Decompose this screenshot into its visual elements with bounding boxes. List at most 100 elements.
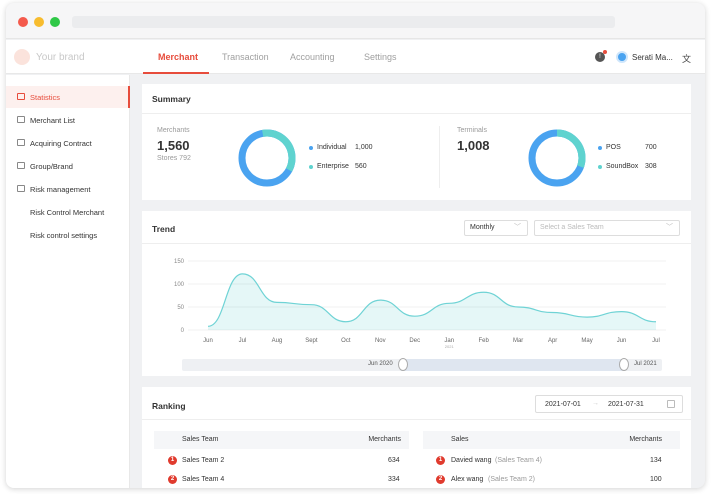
y-tick-label: 0 <box>181 328 185 334</box>
donut-enterprise-segment <box>238 129 296 187</box>
header-merchants: Merchants <box>368 436 401 443</box>
minimize-window-button[interactable] <box>34 17 44 27</box>
x-tick-label: Jun <box>203 338 213 344</box>
tab-merchant[interactable]: Merchant <box>158 52 199 62</box>
tab-settings[interactable]: Settings <box>364 52 397 62</box>
right-row-name: Davied wang <box>451 457 492 464</box>
date-range-picker[interactable]: 2021-07-01 → 2021-07-31 <box>535 395 683 413</box>
card-divider <box>142 419 691 420</box>
avatar[interactable] <box>616 51 628 63</box>
rank-badge: 1 <box>436 456 445 465</box>
range-end-label: Jul 2021 <box>634 361 657 367</box>
donut-soundbox-segment <box>528 129 586 187</box>
legend-individual-value: 1,000 <box>355 144 373 151</box>
group-icon <box>17 162 25 169</box>
right-row-value: 100 <box>650 476 662 483</box>
stores-count: Stores 792 <box>157 155 191 162</box>
username[interactable]: Serati Ma... <box>632 53 673 62</box>
sidebar-item-risk-control-settings[interactable]: Risk control settings <box>6 224 130 246</box>
legend-soundbox-value: 308 <box>645 163 657 170</box>
legend-soundbox-dot <box>598 165 602 169</box>
card-divider <box>142 243 691 244</box>
header-sales-team: Sales Team <box>182 436 219 443</box>
translate-icon[interactable]: 文 <box>682 54 692 64</box>
range-start-handle[interactable] <box>398 358 408 371</box>
sidebar-item-label: Statistics <box>30 93 61 102</box>
x-tick-label: Dec <box>409 338 420 344</box>
sidebar-item-label: Group/Brand <box>30 162 73 171</box>
sidebar-item-group-brand[interactable]: Group/Brand <box>6 155 130 177</box>
chevron-down-icon: ﹀ <box>514 224 521 231</box>
sidebar-item-risk-management[interactable]: Risk management <box>6 178 130 200</box>
active-tab-indicator <box>143 72 209 74</box>
x-tick-label: May <box>581 338 592 344</box>
x-tick-label: Aug <box>272 338 283 344</box>
merchants-donut-chart <box>238 129 296 187</box>
legend-pos-label: POS <box>606 144 621 151</box>
terminals-label: Terminals <box>457 127 487 134</box>
x-tick-label: Jan <box>444 338 454 344</box>
x-tick-label: Mar <box>513 338 523 344</box>
right-table-header: Sales Merchants <box>423 431 680 449</box>
rank-badge: 1 <box>168 456 177 465</box>
x-tick-label: Sept <box>305 338 318 344</box>
sidebar-item-statistics[interactable]: Statistics <box>6 86 130 108</box>
x-tick-sublabel: 2021 <box>445 344 455 349</box>
sidebar-item-acquiring-contract[interactable]: Acquiring Contract <box>6 132 130 154</box>
sidebar-item-merchant-list[interactable]: Merchant List <box>6 109 130 131</box>
right-row-value: 134 <box>650 457 662 464</box>
merchants-value: 1,560 <box>157 138 190 153</box>
list-icon <box>17 116 25 123</box>
legend-soundbox-label: SoundBox <box>606 163 639 170</box>
x-tick-label: Jun <box>617 338 627 344</box>
right-row-team: (Sales Team 2) <box>488 476 535 483</box>
header-sales: Sales <box>451 436 469 443</box>
date-end[interactable]: 2021-07-31 <box>608 401 644 408</box>
risk-icon <box>17 185 25 192</box>
y-tick-label: 100 <box>174 282 185 288</box>
legend-enterprise-dot <box>309 165 313 169</box>
left-row-value: 334 <box>388 476 400 483</box>
legend-enterprise-value: 560 <box>355 163 367 170</box>
tab-accounting[interactable]: Accounting <box>290 52 335 62</box>
header-merchants: Merchants <box>629 436 662 443</box>
period-select-value: Monthly <box>470 224 495 231</box>
x-tick-label: Jul <box>652 338 660 344</box>
trend-area-fill <box>208 273 656 330</box>
ranking-title: Ranking <box>152 401 186 411</box>
sidebar-item-label: Merchant List <box>30 116 76 125</box>
left-row-name: Sales Team 2 <box>182 457 225 464</box>
chevron-down-icon: ﹀ <box>666 224 673 231</box>
y-tick-label: 50 <box>177 305 184 311</box>
contract-icon <box>17 139 25 146</box>
sales-team-select[interactable]: Select a Sales Team ﹀ <box>534 220 680 236</box>
bell-icon[interactable]: ! <box>595 52 605 62</box>
range-end-handle[interactable] <box>619 358 629 371</box>
maximize-window-button[interactable] <box>50 17 60 27</box>
period-select[interactable]: Monthly ﹀ <box>464 220 528 236</box>
range-slider-selection <box>401 359 625 371</box>
trend-card: Trend Monthly ﹀ Select a Sales Team ﹀ 0 5… <box>142 211 691 376</box>
terminals-donut-chart <box>528 129 586 187</box>
y-tick-label: 150 <box>174 259 185 265</box>
tab-transaction[interactable]: Transaction <box>222 52 269 62</box>
sidebar-item-label: Acquiring Contract <box>30 139 92 148</box>
sidebar-item-risk-control-merchant[interactable]: Risk Control Merchant <box>6 201 130 223</box>
arrow-right-icon: → <box>592 400 599 407</box>
card-divider <box>142 113 691 114</box>
ranking-card: Ranking 2021-07-01 → 2021-07-31 Sales Te… <box>142 387 691 488</box>
chart-icon <box>17 93 25 100</box>
sidebar: Statistics Merchant List Acquiring Contr… <box>6 75 130 488</box>
close-window-button[interactable] <box>18 17 28 27</box>
x-tick-label: Apr <box>548 338 557 344</box>
date-start[interactable]: 2021-07-01 <box>545 401 581 408</box>
rank-badge: 2 <box>436 475 445 484</box>
brand-name: Your brand <box>36 52 85 63</box>
summary-separator <box>439 126 440 188</box>
x-tick-label: Oct <box>341 338 351 344</box>
notification-dot <box>603 50 607 54</box>
address-bar[interactable] <box>72 16 615 28</box>
browser-window: Your brand Merchant Transaction Accounti… <box>6 3 705 488</box>
calendar-icon <box>667 400 675 408</box>
